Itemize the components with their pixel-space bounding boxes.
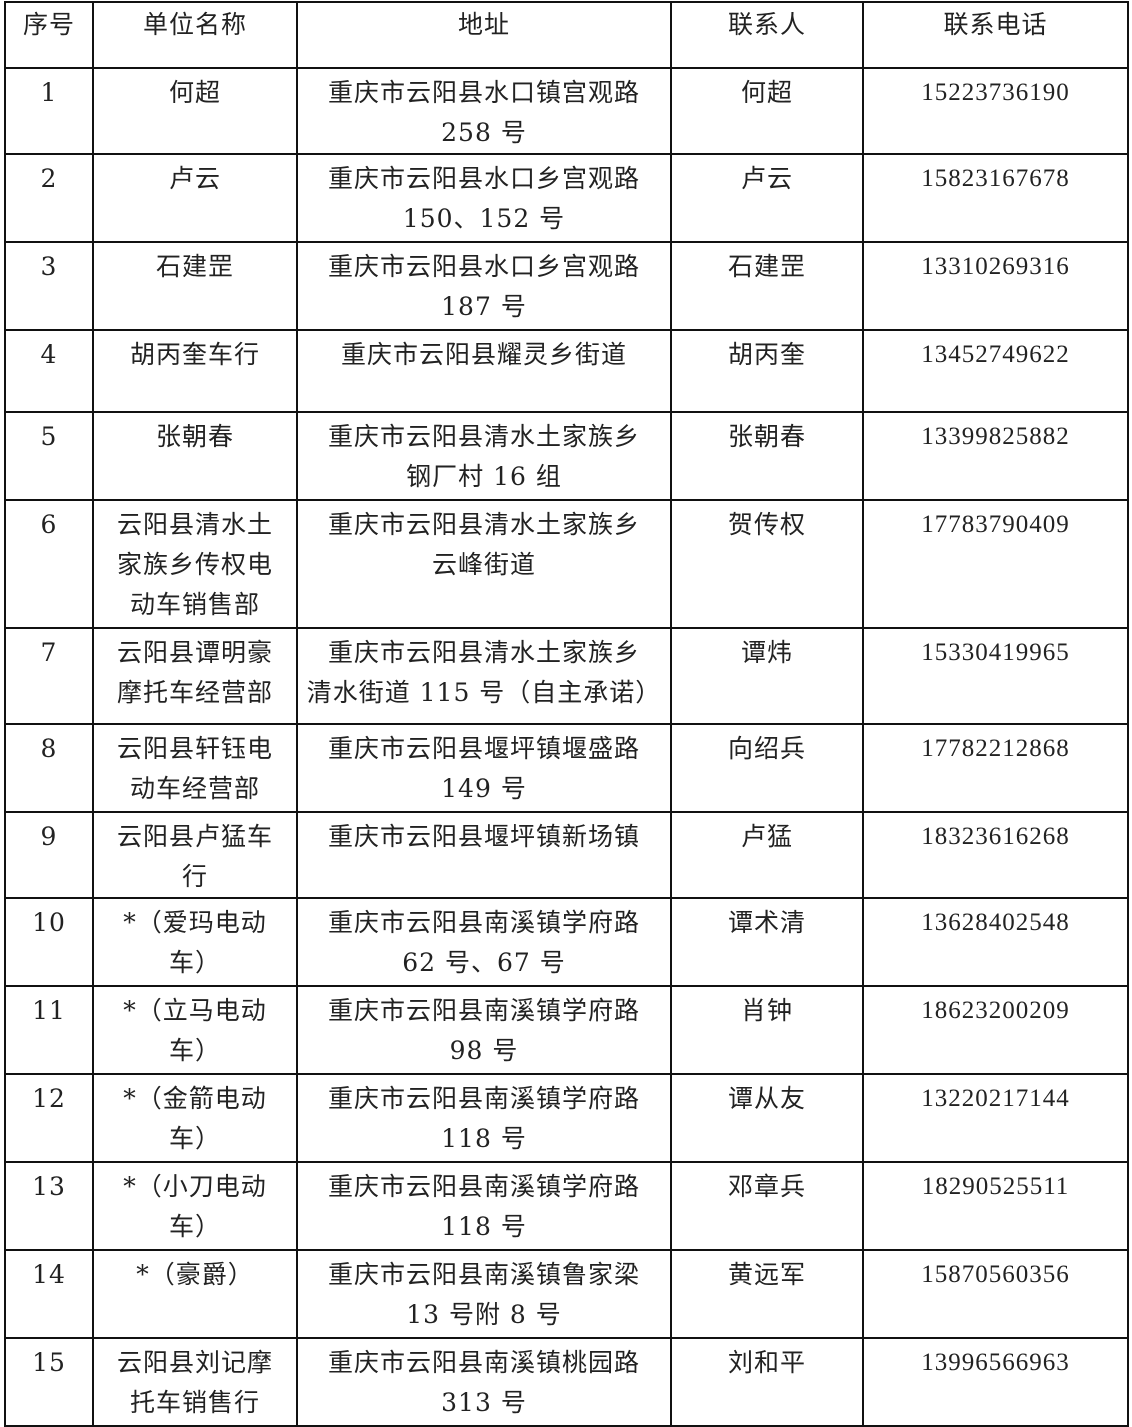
cell-contact: 卢猛 — [670, 811, 864, 899]
cell-contact: 邓章兵 — [670, 1161, 864, 1251]
table-row: 9 云阳县卢猛车 行重庆市云阳县堰坪镇新场镇 卢猛 18323616268 — [4, 811, 1129, 899]
cell-phone: 15330419965 — [862, 627, 1129, 725]
cell-contact: 谭从友 — [670, 1073, 864, 1163]
table-row: 2 卢云 重庆市云阳县水口乡宫观路 150、152 号卢云 15823167678 — [4, 153, 1129, 243]
table-row: 3 石建罡 重庆市云阳县水口乡宫观路 187 号石建罡 13310269316 — [4, 241, 1129, 331]
cell-phone: 15870560356 — [862, 1249, 1129, 1339]
cell-no: 15 — [4, 1337, 94, 1427]
cell-no: 1 — [4, 67, 94, 155]
table-row: 12 *（金箭电动 车） 重庆市云阳县南溪镇学府路 118 号谭从友 13220217… — [4, 1073, 1129, 1163]
cell-name: 云阳县轩钰电 动车经营部 — [92, 723, 298, 813]
cell-no: 12 — [4, 1073, 94, 1163]
table-row: 4 胡丙奎车行 重庆市云阳县耀灵乡街道 胡丙奎 13452749622 — [4, 329, 1129, 413]
cell-no: 10 — [4, 897, 94, 987]
header-name: 单位名称 — [92, 1, 298, 69]
table-row: 8 云阳县轩钰电 动车经营部 重庆市云阳县堰坪镇堰盛路 149 号向绍兵 177822… — [4, 723, 1129, 813]
table-row: 10 *（爱玛电动 车） 重庆市云阳县南溪镇学府路 62 号、67 号谭术清 1362… — [4, 897, 1129, 987]
cell-name: *（小刀电动 车） — [92, 1161, 298, 1251]
cell-no: 2 — [4, 153, 94, 243]
table-row: 7 云阳县谭明豪 摩托车经营部 重庆市云阳县清水土家族乡 清水街道 115 号（自主… — [4, 627, 1129, 725]
cell-no: 5 — [4, 411, 94, 501]
table-row: 13 *（小刀电动 车） 重庆市云阳县南溪镇学府路 118 号邓章兵 18290525… — [4, 1161, 1129, 1251]
cell-name: 石建罡 — [92, 241, 298, 331]
cell-phone: 15823167678 — [862, 153, 1129, 243]
cell-phone: 18323616268 — [862, 811, 1129, 899]
cell-address: 重庆市云阳县南溪镇鲁家梁 13 号附 8 号 — [296, 1249, 672, 1339]
cell-contact: 黄远军 — [670, 1249, 864, 1339]
cell-address: 重庆市云阳县堰坪镇新场镇 — [296, 811, 672, 899]
cell-phone: 13310269316 — [862, 241, 1129, 331]
table-row: 6 云阳县清水土 家族乡传权电 动车销售部 重庆市云阳县清水土家族乡 云峰街道 贺传权… — [4, 499, 1129, 629]
cell-name: 卢云 — [92, 153, 298, 243]
cell-address: 重庆市云阳县堰坪镇堰盛路 149 号 — [296, 723, 672, 813]
cell-no: 9 — [4, 811, 94, 899]
cell-address: 重庆市云阳县清水土家族乡 清水街道 115 号（自主承诺） — [296, 627, 672, 725]
cell-contact: 张朝春 — [670, 411, 864, 501]
cell-name: 云阳县刘记摩 托车销售行 — [92, 1337, 298, 1427]
cell-address: 重庆市云阳县水口乡宫观路 150、152 号 — [296, 153, 672, 243]
cell-address: 重庆市云阳县南溪镇学府路 118 号 — [296, 1161, 672, 1251]
table-row: 11 *（立马电动 车） 重庆市云阳县南溪镇学府路 98 号肖钟 1862320020… — [4, 985, 1129, 1075]
cell-no: 3 — [4, 241, 94, 331]
cell-name: 张朝春 — [92, 411, 298, 501]
cell-contact: 石建罡 — [670, 241, 864, 331]
table-row: 15 云阳县刘记摩 托车销售行 重庆市云阳县南溪镇桃园路 313 号刘和平 13996… — [4, 1337, 1129, 1427]
cell-address: 重庆市云阳县南溪镇桃园路 313 号 — [296, 1337, 672, 1427]
dealer-table: 序号 单位名称 地址 联系人 联系电话 1 何超 重庆市云阳县水口镇宫观路 258 … — [4, 1, 1129, 1427]
cell-address: 重庆市云阳县南溪镇学府路 118 号 — [296, 1073, 672, 1163]
cell-name: *（豪爵） — [92, 1249, 298, 1339]
table-row: 5 张朝春 重庆市云阳县清水土家族乡 钢厂村 16 组张朝春 13399825882 — [4, 411, 1129, 501]
cell-address: 重庆市云阳县南溪镇学府路 98 号 — [296, 985, 672, 1075]
cell-name: 云阳县卢猛车 行 — [92, 811, 298, 899]
cell-address: 重庆市云阳县水口乡宫观路 187 号 — [296, 241, 672, 331]
cell-contact: 谭炜 — [670, 627, 864, 725]
header-contact: 联系人 — [670, 1, 864, 69]
header-no: 序号 — [4, 1, 94, 69]
cell-phone: 17782212868 — [862, 723, 1129, 813]
cell-address: 重庆市云阳县南溪镇学府路 62 号、67 号 — [296, 897, 672, 987]
cell-name: 何超 — [92, 67, 298, 155]
cell-contact: 谭术清 — [670, 897, 864, 987]
cell-address: 重庆市云阳县清水土家族乡 钢厂村 16 组 — [296, 411, 672, 501]
header-row: 序号 单位名称 地址 联系人 联系电话 — [4, 1, 1129, 69]
cell-no: 6 — [4, 499, 94, 629]
header-address: 地址 — [296, 1, 672, 69]
cell-no: 7 — [4, 627, 94, 725]
cell-no: 14 — [4, 1249, 94, 1339]
header-phone: 联系电话 — [862, 1, 1129, 69]
cell-contact: 肖钟 — [670, 985, 864, 1075]
cell-name: *（金箭电动 车） — [92, 1073, 298, 1163]
cell-contact: 向绍兵 — [670, 723, 864, 813]
cell-no: 4 — [4, 329, 94, 413]
cell-phone: 15223736190 — [862, 67, 1129, 155]
cell-contact: 贺传权 — [670, 499, 864, 629]
cell-phone: 17783790409 — [862, 499, 1129, 629]
cell-contact: 刘和平 — [670, 1337, 864, 1427]
cell-name: 云阳县谭明豪 摩托车经营部 — [92, 627, 298, 725]
cell-phone: 13628402548 — [862, 897, 1129, 987]
cell-phone: 18290525511 — [862, 1161, 1129, 1251]
cell-address: 重庆市云阳县水口镇宫观路 258 号 — [296, 67, 672, 155]
table-row: 14 *（豪爵） 重庆市云阳县南溪镇鲁家梁 13 号附 8 号黄远军 15870560… — [4, 1249, 1129, 1339]
cell-contact: 卢云 — [670, 153, 864, 243]
cell-contact: 胡丙奎 — [670, 329, 864, 413]
cell-contact: 何超 — [670, 67, 864, 155]
cell-phone: 13996566963 — [862, 1337, 1129, 1427]
cell-phone: 13399825882 — [862, 411, 1129, 501]
cell-address: 重庆市云阳县清水土家族乡 云峰街道 — [296, 499, 672, 629]
cell-no: 13 — [4, 1161, 94, 1251]
cell-phone: 13220217144 — [862, 1073, 1129, 1163]
cell-name: 云阳县清水土 家族乡传权电 动车销售部 — [92, 499, 298, 629]
cell-phone: 18623200209 — [862, 985, 1129, 1075]
cell-address: 重庆市云阳县耀灵乡街道 — [296, 329, 672, 413]
cell-no: 8 — [4, 723, 94, 813]
table-row: 1 何超 重庆市云阳县水口镇宫观路 258 号何超 15223736190 — [4, 67, 1129, 155]
cell-name: *（爱玛电动 车） — [92, 897, 298, 987]
cell-no: 11 — [4, 985, 94, 1075]
cell-name: 胡丙奎车行 — [92, 329, 298, 413]
cell-phone: 13452749622 — [862, 329, 1129, 413]
cell-name: *（立马电动 车） — [92, 985, 298, 1075]
